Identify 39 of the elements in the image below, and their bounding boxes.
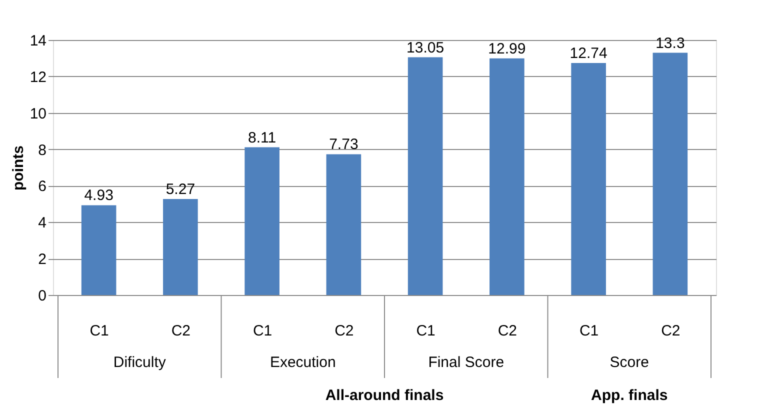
y-tick-label: 12 — [30, 68, 46, 86]
x-tick-label: C1 — [416, 322, 436, 340]
bar — [163, 199, 198, 295]
x-tick-label: C1 — [90, 322, 109, 340]
bar — [490, 58, 524, 295]
data-label: 8.11 — [248, 129, 276, 146]
bar — [81, 205, 116, 295]
data-label: 12.99 — [488, 40, 526, 58]
y-tick-label: 14 — [30, 32, 46, 50]
text: Execution — [270, 354, 336, 371]
x-tick-label: C1 — [252, 322, 272, 340]
bar — [408, 57, 443, 295]
text: Dificulty — [113, 354, 166, 371]
y-tick-label: 2 — [38, 251, 46, 268]
bar — [326, 154, 362, 295]
x-tick-label: C2 — [334, 322, 354, 340]
text: App. finals — [591, 387, 668, 404]
y-tick-label: 8 — [38, 142, 46, 159]
y-tick-label: 10 — [30, 105, 46, 122]
y-axis-title: points — [10, 146, 27, 190]
data-label: 12.74 — [570, 44, 608, 62]
y-tick-label: 4 — [38, 214, 46, 232]
text: Final Score — [428, 354, 504, 371]
x-tick-label: C2 — [661, 322, 680, 340]
bar — [652, 52, 688, 295]
y-tick-label: 0 — [38, 288, 46, 304]
data-label: 4.93 — [84, 187, 114, 204]
data-label: 13.3 — [656, 34, 685, 52]
x-tick-label: C1 — [579, 322, 599, 340]
text: All-around finals — [325, 387, 444, 404]
bar — [571, 62, 606, 295]
x-tick-label: C2 — [498, 322, 518, 340]
bar — [244, 147, 280, 295]
y-tick-label: 6 — [38, 178, 46, 196]
data-label: 7.73 — [329, 136, 358, 154]
text: Score — [610, 354, 649, 371]
data-label: 5.27 — [166, 181, 196, 198]
data-label: 13.05 — [406, 39, 444, 56]
x-tick-label: C2 — [171, 322, 191, 340]
